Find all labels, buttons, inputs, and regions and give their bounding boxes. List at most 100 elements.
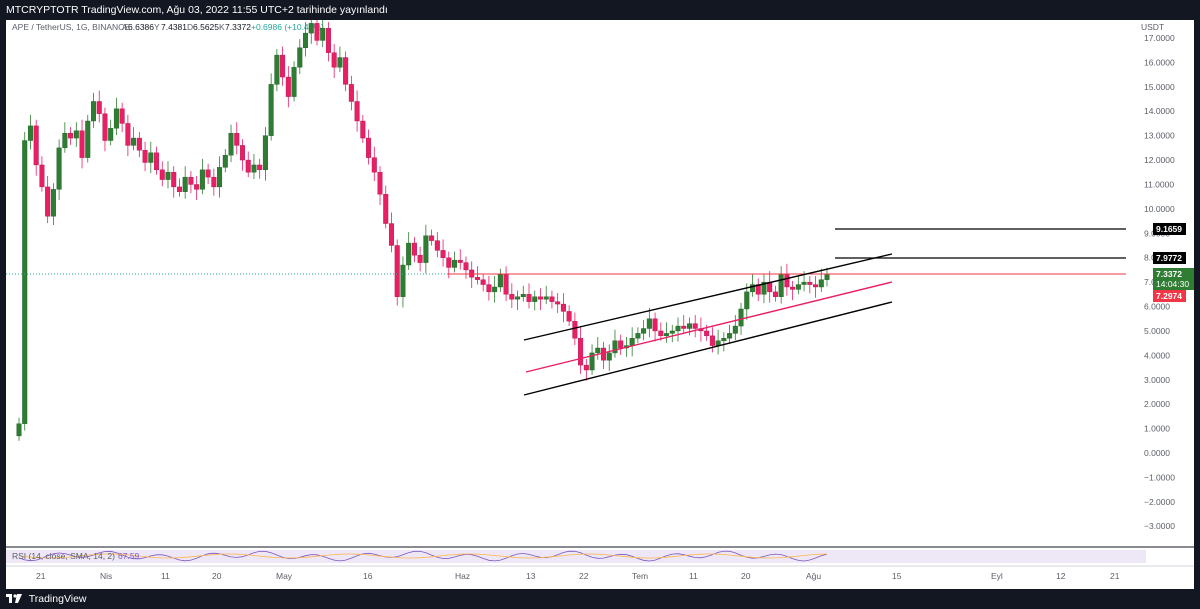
- candle-up: [228, 133, 234, 156]
- candle-up: [761, 281, 767, 295]
- low-label: D: [187, 22, 193, 32]
- candle-down: [194, 184, 200, 190]
- candle-down: [331, 52, 337, 68]
- candle-down: [692, 323, 698, 329]
- open-label: A: [122, 22, 128, 32]
- time-tick-label: 21: [1110, 571, 1120, 581]
- candle-down: [45, 186, 51, 217]
- candle-up: [222, 154, 228, 168]
- candle-down: [572, 320, 578, 339]
- symbol-name: APE / TetherUS, 1G, BINANCE: [12, 22, 130, 32]
- price-tick-label: −2.0000: [1144, 497, 1175, 507]
- candle-down: [681, 325, 687, 329]
- candle-up: [595, 347, 601, 354]
- candle-down: [205, 169, 211, 178]
- time-tick-label: Nis: [100, 571, 112, 581]
- candle-down: [807, 281, 813, 285]
- candle-up: [824, 273, 830, 280]
- candle-up: [16, 423, 22, 437]
- change-value: +0.6986 (+10.49%): [251, 22, 324, 32]
- candle-down: [360, 120, 366, 139]
- candle-up: [721, 338, 727, 341]
- label-level-high-bg: [1153, 223, 1186, 235]
- time-tick-label: 20: [212, 571, 222, 581]
- label-countdown-text: 14:04:30: [1156, 279, 1189, 289]
- candle-up: [131, 137, 137, 146]
- price-tick-label: 5.0000: [1144, 326, 1170, 336]
- candle-down: [411, 242, 417, 256]
- candle-up: [801, 281, 807, 285]
- candle-up: [73, 130, 79, 139]
- candle-down: [509, 294, 515, 300]
- candle-down: [555, 301, 561, 305]
- channel-upper-line[interactable]: [523, 253, 893, 341]
- label-level-high: 9.1659: [1153, 223, 1186, 235]
- candle-down: [188, 176, 194, 185]
- candle-up: [274, 54, 280, 85]
- price-tick-label: 4.0000: [1144, 350, 1170, 360]
- candle-down: [68, 133, 74, 139]
- candle-up: [452, 259, 458, 268]
- label-level-mid-bg: [1153, 252, 1186, 264]
- label-level-mid: 7.9772: [1153, 252, 1186, 264]
- candle-down: [652, 318, 658, 332]
- rsi-legend-value: 67.59: [118, 551, 140, 561]
- channel-lower-line[interactable]: [523, 301, 893, 396]
- chart-frame[interactable]: APE / TetherUS, 1G, BINANCE A 6.6386 Y 7…: [0, 20, 1200, 589]
- candle-up: [406, 242, 412, 266]
- candle-up: [199, 169, 205, 190]
- label-ref-price: 7.2974: [1153, 290, 1186, 302]
- candle-down: [325, 28, 331, 53]
- publish-header: MTCRYPTOTR TradingView.com, Ağu 03, 2022…: [0, 0, 1200, 20]
- candles-layer: [16, 20, 830, 441]
- time-tick-label: 21: [36, 571, 46, 581]
- candle-down: [474, 277, 480, 280]
- publish-text: MTCRYPTOTR TradingView.com, Ağu 03, 2022…: [6, 4, 388, 16]
- candle-down: [388, 223, 394, 246]
- candle-up: [251, 164, 257, 173]
- candle-up: [320, 28, 326, 41]
- candle-up: [515, 296, 521, 300]
- price-tick-label: 6.0000: [1144, 302, 1170, 312]
- candle-up: [778, 274, 784, 297]
- candle-down: [119, 108, 125, 124]
- time-tick-label: 12: [1056, 571, 1066, 581]
- time-tick-label: Ağu: [806, 571, 821, 581]
- candle-up: [337, 57, 343, 68]
- channel-mid-line[interactable]: [525, 281, 893, 373]
- label-level-high-text: 9.1659: [1156, 224, 1182, 234]
- candle-up: [646, 318, 652, 329]
- rsi-line: [18, 550, 828, 562]
- candle-up: [818, 279, 824, 288]
- time-tick-label: Eyl: [991, 571, 1003, 581]
- candle-down: [480, 279, 486, 285]
- candle-up: [50, 189, 56, 217]
- candle-up: [727, 333, 733, 339]
- candle-down: [142, 150, 148, 163]
- candle-up: [543, 296, 549, 300]
- candle-up: [308, 23, 314, 34]
- close-value: 7.3372: [225, 22, 251, 32]
- candle-down: [784, 274, 790, 288]
- candle-up: [612, 340, 618, 354]
- time-tick-label: 22: [579, 571, 589, 581]
- price-chart[interactable]: APE / TetherUS, 1G, BINANCE A 6.6386 Y 7…: [6, 20, 1194, 589]
- rsi-pane[interactable]: RSI (14, close, SMA, 14, 2) 67.59: [6, 546, 1194, 563]
- candle-down: [537, 296, 543, 300]
- time-tick-label: 16: [363, 571, 373, 581]
- candle-down: [171, 172, 177, 188]
- candle-up: [291, 67, 297, 97]
- footer-brand: TradingView: [28, 593, 87, 605]
- candle-down: [257, 164, 263, 171]
- candle-down: [578, 338, 584, 366]
- price-tick-label: 2.0000: [1144, 399, 1170, 409]
- candle-up: [62, 133, 68, 149]
- candle-up: [738, 308, 744, 327]
- candle-up: [113, 108, 119, 129]
- close-label: K: [219, 22, 225, 32]
- label-last-price-bg: [1153, 268, 1194, 290]
- label-ref-price-bg: [1153, 290, 1186, 302]
- candle-down: [486, 284, 492, 293]
- price-tick-label: 17.0000: [1144, 33, 1175, 43]
- time-axis[interactable]: 21 Nis 11 20 May 16 Haz 13 22 Tem 11 20 Ağu 15 Eyl 12 21: [36, 571, 1120, 581]
